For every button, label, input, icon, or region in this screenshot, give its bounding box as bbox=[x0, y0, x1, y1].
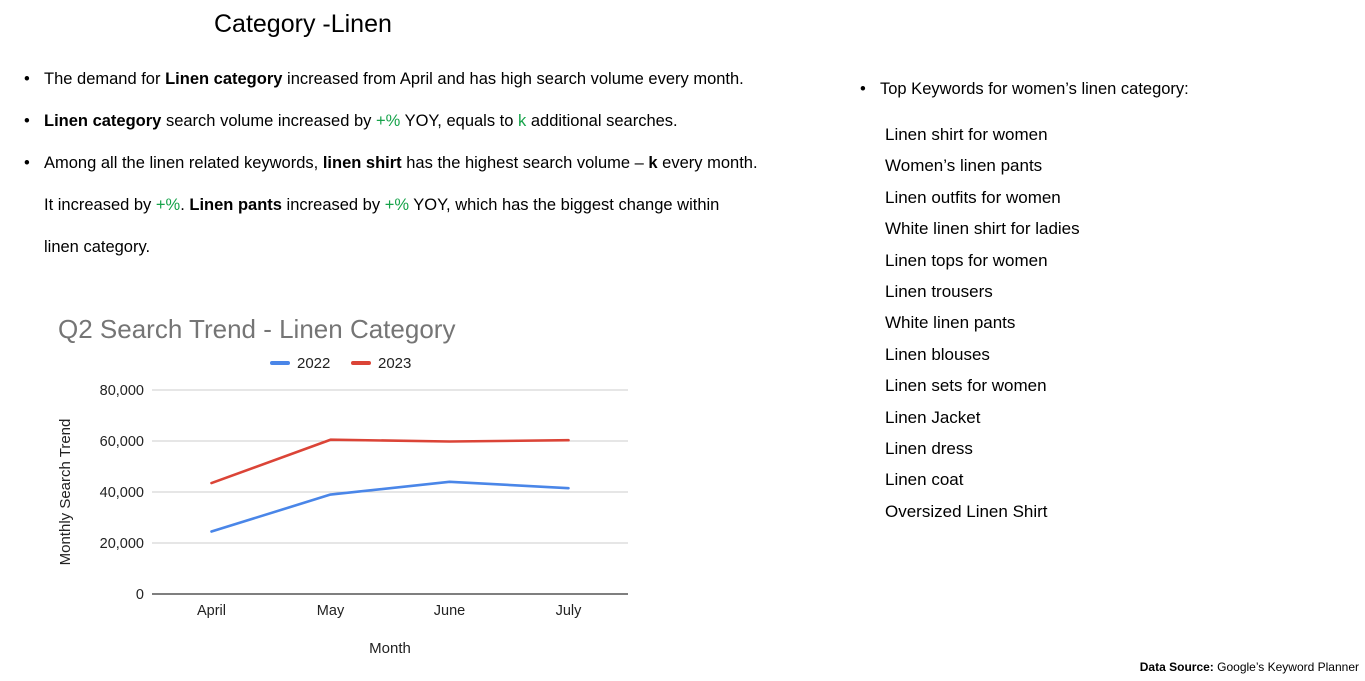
bullet-text: The demand for bbox=[44, 70, 166, 88]
bullet-text: increased by bbox=[281, 196, 385, 214]
data-source: Data Source: Google’s Keyword Planner bbox=[1140, 660, 1359, 674]
data-source-label: Data Source: bbox=[1139, 660, 1214, 674]
bullet-bold: linen shirt bbox=[322, 154, 402, 172]
legend-label-2023: 2023 bbox=[378, 355, 411, 372]
keywords-list: Linen shirt for women Women’s linen pants… bbox=[885, 124, 1080, 532]
search-trend-chart: Q2 Search Trend - Linen Category 2022 202… bbox=[40, 306, 660, 676]
y-tick-label: 80,000 bbox=[100, 383, 144, 399]
x-axis-ticks: April May June July bbox=[197, 603, 582, 619]
legend-label-2022: 2022 bbox=[297, 355, 330, 372]
keywords-heading-text: Top Keywords for women’s linen category: bbox=[880, 80, 1189, 98]
keyword-item: White linen shirt for ladies bbox=[885, 219, 1080, 239]
bullet-text: YOY, which has the biggest change within bbox=[409, 196, 720, 214]
chart-title: Q2 Search Trend - Linen Category bbox=[58, 314, 455, 344]
bullet-text: linen category. bbox=[44, 238, 151, 256]
bullet-dot: • bbox=[24, 70, 30, 88]
data-source-text: Google’s Keyword Planner bbox=[1213, 660, 1359, 674]
bullet-green: +% bbox=[155, 196, 181, 214]
bullet-dot: • bbox=[24, 112, 30, 130]
bullet-text: search volume increased by bbox=[161, 112, 376, 130]
chart-svg: Q2 Search Trend - Linen Category 2022 202… bbox=[57, 314, 628, 657]
keyword-item: Oversized Linen Shirt bbox=[885, 501, 1048, 521]
y-tick-label: 0 bbox=[136, 587, 144, 603]
x-tick-label: April bbox=[197, 603, 226, 619]
x-axis-title: Month bbox=[369, 640, 411, 657]
bullet-green: k bbox=[518, 112, 527, 130]
bullet-green: +% bbox=[375, 112, 401, 130]
series-line-2023 bbox=[210, 438, 570, 485]
x-tick-label: May bbox=[317, 603, 345, 619]
bullet-text: every month. bbox=[657, 154, 758, 172]
bullet-text: additional searches. bbox=[526, 112, 678, 130]
x-tick-label: June bbox=[434, 603, 465, 619]
keyword-item: Linen sets for women bbox=[885, 376, 1047, 396]
page-title: Category -Linen bbox=[214, 10, 392, 38]
bullet-bold: Linen category bbox=[44, 112, 162, 130]
y-tick-label: 40,000 bbox=[100, 485, 144, 501]
keyword-item: Linen trousers bbox=[885, 281, 993, 301]
keyword-item: Linen Jacket bbox=[885, 407, 981, 427]
keyword-item: White linen pants bbox=[885, 313, 1016, 333]
bullet-dot: • bbox=[860, 80, 866, 98]
chart-grid: 0 20,000 40,000 60,000 80,000 bbox=[100, 383, 628, 603]
keyword-item: Linen outfits for women bbox=[885, 187, 1061, 207]
bullet-bold: Linen pants bbox=[189, 196, 282, 214]
keyword-item: Linen blouses bbox=[885, 344, 990, 364]
chart-series bbox=[210, 438, 570, 533]
bullet-text: has the highest search volume – bbox=[401, 154, 649, 172]
keyword-item: Linen coat bbox=[885, 470, 964, 490]
bullet-green: +% bbox=[384, 196, 410, 214]
bullet-text: . bbox=[180, 196, 190, 214]
bullet-dot: • bbox=[24, 154, 30, 172]
y-tick-label: 20,000 bbox=[100, 536, 144, 552]
chart-legend: 2022 2023 bbox=[270, 355, 411, 372]
bullet-text: It increased by bbox=[44, 196, 156, 214]
x-tick-label: July bbox=[556, 603, 583, 619]
keyword-item: Linen shirt for women bbox=[885, 125, 1048, 144]
bullet-text: YOY, equals to bbox=[400, 112, 519, 130]
bullet-bold: Linen category bbox=[165, 70, 283, 88]
bullet-text: Among all the linen related keywords, bbox=[44, 154, 323, 172]
bullet-text: increased from April and has high search… bbox=[282, 70, 744, 88]
bullet-bold: k bbox=[648, 154, 658, 172]
keyword-item: Linen tops for women bbox=[885, 250, 1048, 270]
keyword-item: Women’s linen pants bbox=[885, 156, 1043, 176]
y-axis-title: Monthly Search Trend bbox=[57, 419, 74, 566]
series-line-2022 bbox=[210, 480, 570, 533]
y-tick-label: 60,000 bbox=[100, 434, 144, 450]
keyword-item: Linen dress bbox=[885, 438, 973, 458]
